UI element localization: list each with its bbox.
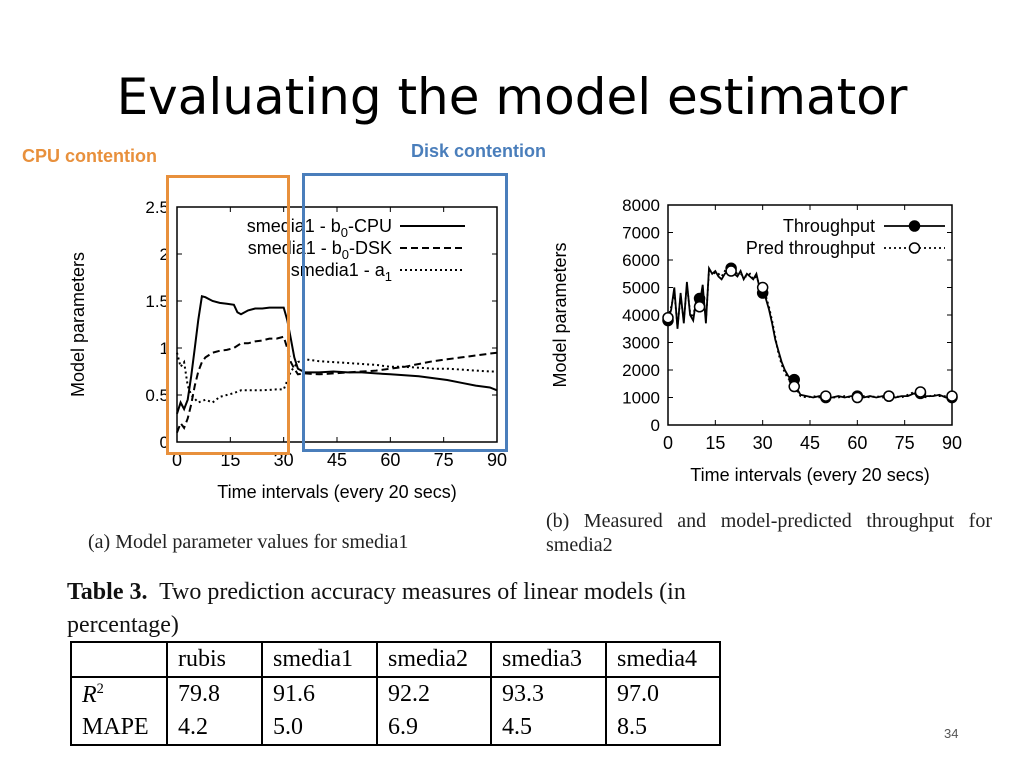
- cpu-contention-box: [166, 175, 290, 455]
- legend-entry: smedia1 - b0-CPU: [247, 216, 392, 240]
- x-tick-label: 45: [800, 433, 820, 453]
- y-axis-label: Model parameters: [550, 242, 570, 387]
- data-point: [820, 390, 832, 402]
- x-tick-label: 90: [487, 450, 507, 470]
- table-header-cell: smedia1: [261, 641, 378, 678]
- y-tick-label: 8000: [622, 196, 660, 215]
- metric-r: R: [82, 681, 97, 708]
- series-line: [667, 269, 952, 399]
- table-caption-text: Two prediction accuracy measures of line…: [67, 579, 686, 638]
- table-header-cell: [70, 641, 168, 678]
- x-tick-label: 75: [434, 450, 454, 470]
- caption-b: (b) Measured and model-predicted through…: [546, 510, 992, 556]
- table-cell: 4.2: [166, 711, 263, 746]
- y-tick-label: 1: [160, 339, 169, 358]
- table-cell: 6.9: [376, 711, 492, 746]
- x-tick-label: 75: [895, 433, 915, 453]
- caption-a: (a) Model parameter values for smedia1: [88, 531, 409, 553]
- y-tick-label: 5000: [622, 279, 660, 298]
- legend-marker: [908, 242, 921, 254]
- table-cell: 91.6: [261, 677, 378, 711]
- table-header-cell: smedia3: [490, 641, 607, 678]
- table-header-cell: rubis: [166, 641, 263, 678]
- table-row-metric: R2: [70, 677, 168, 711]
- series-line: [667, 265, 952, 399]
- series-line: [176, 352, 497, 404]
- y-tick-label: 1.5: [145, 292, 169, 311]
- x-axis-label: Time intervals (every 20 secs): [690, 465, 929, 485]
- table-cell: 4.5: [490, 711, 607, 746]
- x-tick-label: 0: [663, 433, 673, 453]
- x-tick-label: 60: [380, 450, 400, 470]
- y-tick-label: 0: [651, 416, 660, 435]
- y-axis-label: Model parameters: [68, 252, 88, 397]
- disk-contention-label: Disk contention: [411, 141, 547, 161]
- y-tick-label: 0.5: [145, 386, 169, 405]
- x-tick-label: 30: [753, 433, 773, 453]
- metric-r-sup: 2: [96, 680, 104, 697]
- table-label: Table 3.: [67, 579, 148, 605]
- x-tick-label: 60: [847, 433, 867, 453]
- table-cell: 5.0: [261, 711, 378, 746]
- data-point: [662, 312, 674, 324]
- table-cell: 8.5: [605, 711, 721, 746]
- y-tick-label: 2.5: [145, 198, 169, 217]
- y-tick-label: 7000: [622, 224, 660, 243]
- legend-entry: Throughput: [783, 216, 875, 236]
- table-header-cell: smedia4: [605, 641, 721, 678]
- accuracy-table: rubis smedia1 smedia2 smedia3 smedia4 R2…: [70, 641, 721, 746]
- legend-marker: [908, 220, 921, 232]
- y-tick-label: 2000: [622, 361, 660, 380]
- table-cell: 97.0: [605, 677, 721, 711]
- y-tick-label: 4000: [622, 306, 660, 325]
- table-row-metric: MAPE: [70, 711, 168, 746]
- x-tick-label: 15: [705, 433, 725, 453]
- x-tick-label: 0: [172, 450, 182, 470]
- y-tick-label: 6000: [622, 251, 660, 270]
- table-header-row: rubis smedia1 smedia2 smedia3 smedia4: [70, 641, 721, 678]
- y-tick-label: 3000: [622, 334, 660, 353]
- data-point: [914, 386, 927, 398]
- data-point: [756, 281, 769, 294]
- x-tick-label: 15: [220, 450, 240, 470]
- series-line: [176, 295, 498, 415]
- table-cell: 92.2: [376, 677, 492, 711]
- y-tick-label: 2: [160, 245, 169, 264]
- table-row: MAPE 4.2 5.0 6.9 4.5 8.5: [70, 711, 721, 746]
- legend-entry: smedia1 - b0-DSK: [248, 238, 392, 262]
- legend-entry: Pred throughput: [746, 238, 875, 258]
- data-point: [788, 380, 800, 393]
- y-tick-label: 0: [160, 433, 169, 452]
- table-cell: 93.3: [490, 677, 607, 711]
- table-header-cell: smedia2: [376, 641, 492, 678]
- series-line: [176, 335, 498, 433]
- y-tick-label: 1000: [622, 389, 660, 408]
- data-point: [725, 265, 737, 277]
- slide-title: Evaluating the model estimator: [116, 68, 908, 126]
- legend-entry: smedia1 - a1: [291, 260, 392, 284]
- x-axis-label: Time intervals (every 20 secs): [217, 482, 456, 502]
- data-point: [946, 390, 958, 402]
- x-tick-label: 90: [942, 433, 962, 453]
- data-point: [693, 301, 706, 313]
- table-caption: Table 3. Two prediction accuracy measure…: [67, 576, 747, 642]
- disk-contention-box: [302, 173, 508, 452]
- page-number: 34: [944, 726, 959, 741]
- table-cell: 79.8: [166, 677, 263, 711]
- data-point: [883, 390, 895, 402]
- x-tick-label: 30: [274, 450, 294, 470]
- x-tick-label: 45: [327, 450, 347, 470]
- data-point: [851, 391, 864, 404]
- table-row: R2 79.8 91.6 92.2 93.3 97.0: [70, 677, 721, 711]
- cpu-contention-label: CPU contention: [22, 146, 157, 166]
